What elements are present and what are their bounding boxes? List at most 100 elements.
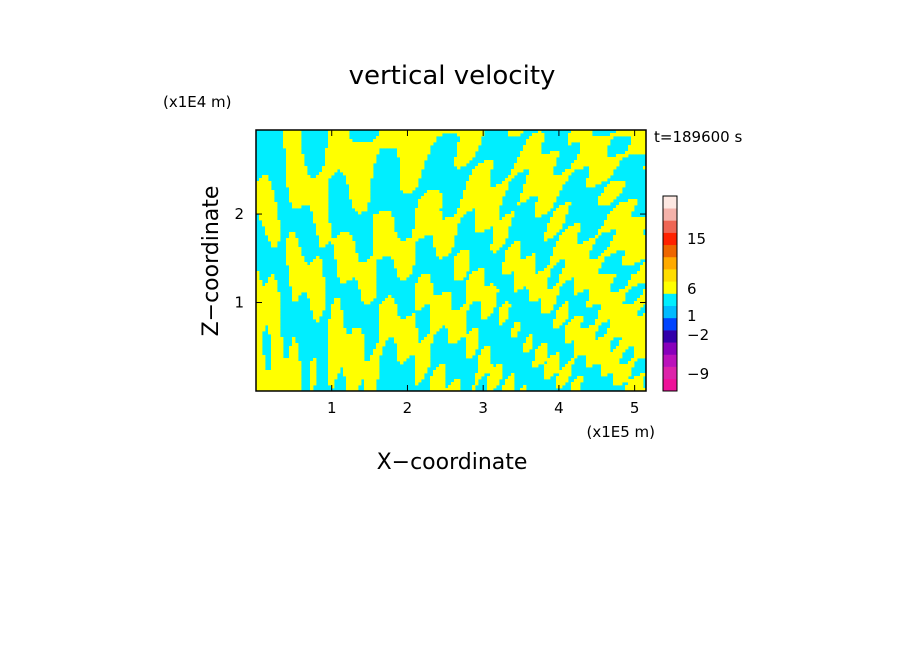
field-cell-positive (559, 175, 563, 179)
field-cell-positive (640, 148, 644, 152)
field-cell-positive (382, 340, 386, 344)
field-cell-positive (331, 319, 335, 323)
field-cell-positive (355, 163, 359, 167)
field-cell-positive (601, 313, 605, 317)
field-cell-positive (436, 211, 440, 215)
field-cell-positive (373, 355, 377, 359)
field-cell-positive (556, 229, 560, 233)
field-cell-positive (331, 133, 335, 137)
field-cell-positive (274, 361, 278, 365)
field-cell-positive (319, 244, 323, 248)
field-cell-positive (388, 304, 392, 308)
field-cell-positive (406, 160, 410, 164)
field-cell-positive (373, 142, 377, 146)
field-cell-positive (445, 322, 449, 326)
field-cell-positive (598, 163, 602, 167)
field-cell-positive (373, 154, 377, 158)
field-cell-positive (340, 358, 344, 362)
field-cell-positive (625, 307, 629, 311)
field-cell-positive (604, 136, 608, 140)
field-cell-positive (439, 253, 443, 257)
field-cell-positive (409, 130, 413, 134)
field-cell-positive (619, 349, 623, 353)
field-cell-positive (370, 157, 374, 161)
field-cell-positive (529, 268, 533, 272)
field-cell-positive (427, 352, 431, 356)
field-cell-positive (316, 181, 320, 185)
field-cell-positive (622, 247, 626, 251)
field-cell-positive (331, 151, 335, 155)
field-cell-positive (427, 340, 431, 344)
field-cell-positive (604, 166, 608, 170)
field-cell-positive (295, 202, 299, 206)
field-cell-positive (631, 142, 635, 146)
field-cell-positive (517, 271, 521, 275)
field-cell-positive (574, 244, 578, 248)
field-cell-positive (553, 259, 557, 263)
field-cell-positive (439, 196, 443, 200)
field-cell-positive (274, 229, 278, 233)
field-cell-positive (322, 214, 326, 218)
field-cell-positive (601, 163, 605, 167)
field-cell-positive (400, 172, 404, 176)
field-cell-positive (631, 208, 635, 212)
field-cell-positive (295, 145, 299, 149)
field-cell-positive (592, 283, 596, 287)
field-cell-positive (469, 136, 473, 140)
field-cell-positive (475, 274, 479, 278)
field-cell-positive (565, 235, 569, 239)
field-cell-positive (625, 208, 629, 212)
field-cell-positive (409, 244, 413, 248)
field-cell-positive (310, 277, 314, 281)
field-cell-positive (514, 274, 518, 278)
field-cell-positive (454, 313, 458, 317)
field-cell-positive (277, 307, 281, 311)
field-cell-positive (613, 292, 617, 296)
field-cell-positive (601, 253, 605, 257)
field-cell-positive (310, 292, 314, 296)
field-cell-positive (367, 193, 371, 197)
field-cell-positive (469, 334, 473, 338)
field-cell-positive (343, 163, 347, 167)
field-cell-positive (532, 181, 536, 185)
field-cell-positive (388, 223, 392, 227)
field-cell-positive (298, 145, 302, 149)
field-cell-positive (574, 286, 578, 290)
field-cell-positive (496, 220, 500, 224)
field-cell-positive (580, 352, 584, 356)
field-cell-positive (508, 250, 512, 254)
field-cell-positive (478, 271, 482, 275)
field-cell-positive (592, 340, 596, 344)
field-cell-positive (406, 253, 410, 257)
field-cell-positive (343, 355, 347, 359)
field-cell-positive (526, 343, 530, 347)
field-cell-positive (262, 307, 266, 311)
field-cell-positive (604, 139, 608, 143)
field-cell-positive (406, 256, 410, 260)
field-cell-positive (322, 283, 326, 287)
field-cell-positive (376, 238, 380, 242)
field-cell-positive (538, 271, 542, 275)
field-cell-positive (601, 340, 605, 344)
field-cell-positive (427, 148, 431, 152)
field-cell-positive (610, 280, 614, 284)
field-cell-positive (466, 202, 470, 206)
field-cell-positive (505, 316, 509, 320)
field-cell-positive (445, 220, 449, 224)
field-cell-positive (499, 202, 503, 206)
field-cell-positive (292, 166, 296, 170)
field-cell-positive (535, 202, 539, 206)
field-cell-positive (562, 211, 566, 215)
field-cell-positive (529, 145, 533, 149)
field-cell-positive (607, 292, 611, 296)
field-cell-positive (469, 145, 473, 149)
field-cell-positive (466, 151, 470, 155)
field-cell-positive (487, 172, 491, 176)
field-cell-positive (316, 268, 320, 272)
field-cell-positive (532, 151, 536, 155)
field-cell-positive (625, 244, 629, 248)
field-cell-positive (622, 220, 626, 224)
field-cell-positive (463, 316, 467, 320)
field-cell-positive (325, 211, 329, 215)
field-cell-positive (397, 343, 401, 347)
